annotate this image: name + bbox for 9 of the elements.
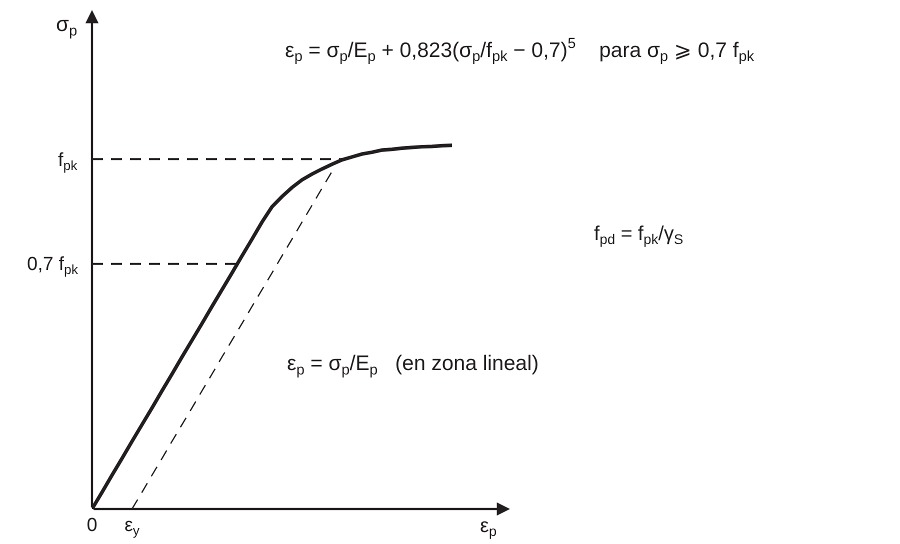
annotation: f$_{pd}$ = f$_{pk}$/γ$_{S}$	[594, 223, 684, 248]
ref-line-label: f$_{pk}$	[58, 150, 78, 173]
annotation: ε$_{p}$ = σ$_{p}$/E$_{p}$ (en zona lineal)	[287, 352, 539, 378]
annotation: σ$_{p}$	[56, 13, 78, 40]
ref-line-label: 0,7 f$_{pk}$	[27, 254, 78, 277]
x-tick-label: ε$_{y}$	[124, 515, 140, 538]
x-tick-label: 0	[86, 515, 98, 536]
annotation: ε$_{p}$ = σ$_{p}$/E$_{p}$ + 0,823(σ$_{p}$/f$_{pk}$ − 0,7)$^{5}$ para σ$_{p}$ ⩾ 0,7 f$_{pk}$	[285, 36, 754, 66]
x-axis-title: ε$_{p}$	[480, 515, 497, 540]
